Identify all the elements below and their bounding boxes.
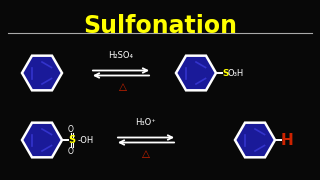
Text: O₃H: O₃H: [228, 69, 244, 78]
Polygon shape: [22, 123, 62, 157]
Text: S: S: [222, 69, 228, 78]
Text: H₃O⁺: H₃O⁺: [136, 118, 156, 127]
Polygon shape: [235, 123, 275, 157]
Polygon shape: [176, 56, 216, 90]
Text: O: O: [68, 125, 73, 134]
Text: △: △: [142, 149, 150, 159]
Text: -OH: -OH: [77, 136, 94, 145]
Text: H: H: [281, 133, 294, 148]
Text: Sulfonation: Sulfonation: [83, 14, 237, 38]
Text: H₂SO₄: H₂SO₄: [108, 51, 133, 60]
Text: S: S: [68, 135, 75, 145]
Polygon shape: [22, 56, 62, 90]
Text: O: O: [68, 147, 73, 156]
Text: △: △: [119, 82, 127, 92]
